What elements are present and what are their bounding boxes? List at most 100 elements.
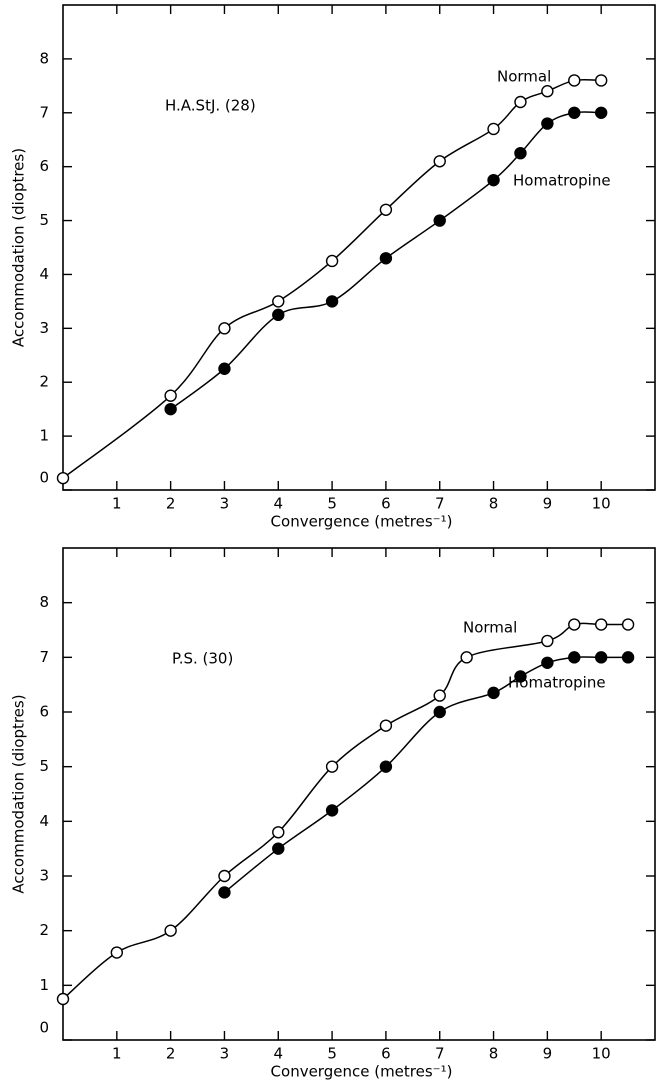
data-point [218,886,231,899]
y-tick-label: 3 [39,319,49,337]
data-point [110,946,124,959]
y-tick-label: 4 [39,812,49,830]
y-tick-label: 2 [39,921,49,939]
x-tick-label: 4 [273,495,283,513]
data-point [487,122,500,136]
data-point [487,686,500,700]
x-axis-label: Convergence (metres⁻¹) [271,1063,453,1081]
x-tick-label: 5 [327,495,337,513]
data-point [325,804,339,817]
data-point [594,651,608,664]
y-tick-label: 2 [39,373,49,391]
data-point [164,389,177,402]
y-tick-label: 5 [39,211,49,229]
data-point [621,618,635,631]
y-tick-label: 8 [39,593,49,611]
x-tick-label: 8 [489,495,499,513]
y-tick-label: 7 [39,648,49,666]
data-point [379,760,393,773]
chart: 1 2 3 4 5 6 7 8 9 10 0 1 2 3 4 5 6 7 8 Convergence (metres⁻… [10,547,656,1081]
x-tick-label: 7 [435,1045,445,1063]
x-tick-label: 10 [592,495,611,513]
y-axis-label: Accommodation (dioptres) [10,148,28,347]
series-label: Normal [497,68,551,86]
data-point [325,254,339,268]
y-tick-label: 6 [39,703,49,721]
data-point [56,992,70,1006]
data-point [433,155,446,168]
x-tick-label: 9 [543,1045,553,1063]
series-label: Normal [463,619,517,637]
data-point [218,322,231,335]
data-point [218,362,231,375]
series-label: Homatropine [513,172,611,190]
data-point [541,634,554,648]
annotation: P.S. (30) [172,650,233,668]
y-tick-label: 6 [39,157,49,175]
data-point [460,651,473,664]
data-point [272,842,285,855]
data-point [541,656,554,669]
x-tick-label: 10 [592,1045,611,1063]
x-tick-label: 9 [543,495,553,513]
data-point [594,74,608,87]
y-tick-label: 5 [39,757,49,775]
y-tick-label: 1 [39,427,49,445]
series-label: Homatropine [508,674,606,692]
y-tick-label: 1 [39,976,49,994]
x-tick-label: 5 [327,1045,337,1063]
data-point [433,705,446,719]
data-point [379,203,393,216]
y-tick-label: 0 [39,469,49,487]
data-point [568,74,581,87]
data-point [568,106,581,119]
data-point [514,670,527,683]
data-point [433,689,446,702]
data-point [487,173,500,187]
data-point [541,85,554,98]
y-tick-label: 3 [39,867,49,885]
data-point [56,471,70,485]
data-point [164,924,177,937]
x-tick-label: 3 [220,1045,230,1063]
data-point [272,308,285,322]
series-line [62,78,602,479]
data-point [379,252,393,265]
y-tick-label: 7 [39,103,49,121]
data-point [621,651,635,664]
x-tick-label: 4 [273,1045,283,1063]
plot-frame [62,4,656,491]
x-tick-label: 6 [381,495,391,513]
data-point [379,719,393,732]
x-tick-label: 8 [489,1045,499,1063]
annotation: H.A.StJ. (28) [165,97,256,115]
data-point [325,760,339,773]
data-point [433,214,446,227]
plot-frame [62,547,656,1041]
data-point [514,146,527,160]
data-point [272,826,285,839]
data-point [164,402,177,416]
y-tick-label: 4 [39,265,49,283]
x-tick-label: 2 [166,1045,176,1063]
x-tick-label: 7 [435,495,445,513]
x-axis-label: Convergence (metres⁻¹) [271,513,453,531]
y-tick-label: 0 [39,1019,49,1037]
data-point [514,95,527,109]
data-point [594,618,608,631]
data-point [568,618,581,631]
data-point [594,106,608,119]
data-point [568,651,581,664]
x-tick-label: 1 [112,495,122,513]
x-tick-label: 3 [220,495,230,513]
x-tick-label: 1 [112,1045,122,1063]
chart: 1 2 3 4 5 6 7 8 9 10 0 1 2 3 4 5 6 7 8 Convergence (metres⁻… [10,4,656,531]
data-point [272,295,285,308]
data-point [541,117,554,130]
y-tick-label: 8 [39,49,49,67]
data-point [218,869,231,883]
series-line [223,656,629,893]
data-point [325,295,339,308]
x-tick-label: 6 [381,1045,391,1063]
